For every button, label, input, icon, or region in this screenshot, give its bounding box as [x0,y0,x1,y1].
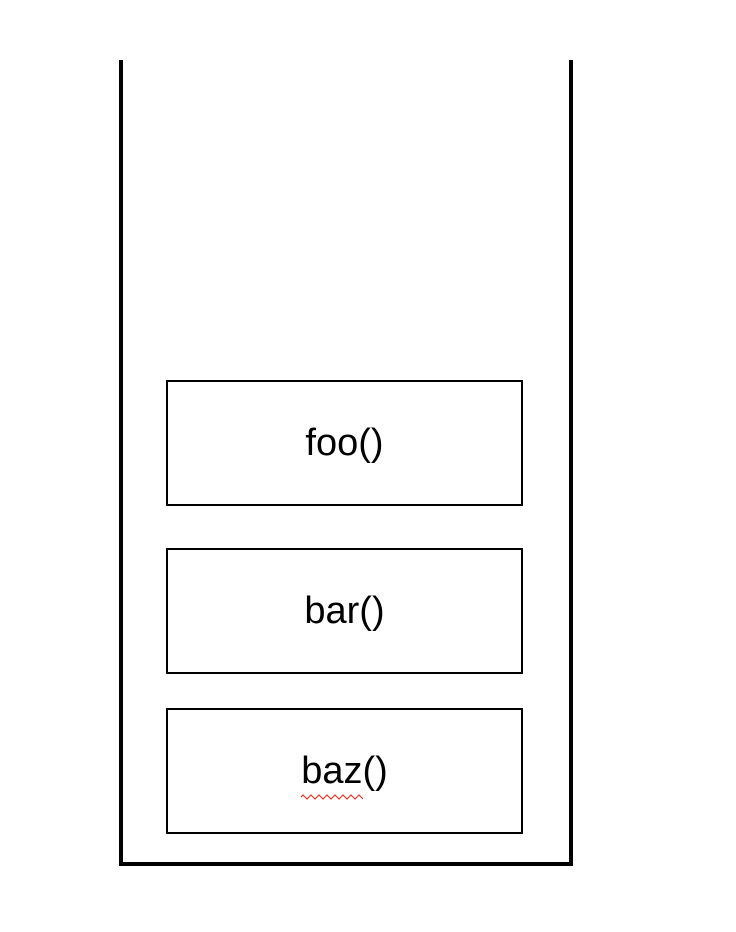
stack-frame-label: baz() [300,750,388,800]
stack-frame-label-text: baz() [301,750,388,792]
stack-frame-foo: foo() [166,380,523,506]
stack-frame-bar: bar() [166,548,523,674]
call-stack-container [119,60,573,866]
stack-frame-label: foo() [305,422,384,464]
spellcheck-squiggle-icon [300,794,364,800]
stack-frame-label: bar() [304,590,385,632]
stack-frame-baz: baz() [166,708,523,834]
